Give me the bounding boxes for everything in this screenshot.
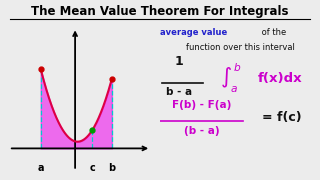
Text: b - a: b - a	[166, 87, 192, 97]
Text: The Mean Value Theorem For Integrals: The Mean Value Theorem For Integrals	[31, 5, 289, 18]
Text: = f(c): = f(c)	[262, 111, 301, 124]
Text: a: a	[37, 163, 44, 173]
Text: F(b) - F(a): F(b) - F(a)	[172, 100, 231, 110]
Text: average value: average value	[160, 28, 227, 37]
Text: (b - a): (b - a)	[184, 126, 220, 136]
Text: f(x)dx: f(x)dx	[258, 72, 302, 85]
Text: function over this interval: function over this interval	[186, 43, 294, 52]
Text: of the: of the	[259, 28, 286, 37]
Text: b: b	[108, 163, 116, 173]
Text: 1: 1	[175, 55, 184, 68]
Text: $\int_a^b$: $\int_a^b$	[220, 61, 241, 95]
Text: c: c	[89, 163, 95, 173]
